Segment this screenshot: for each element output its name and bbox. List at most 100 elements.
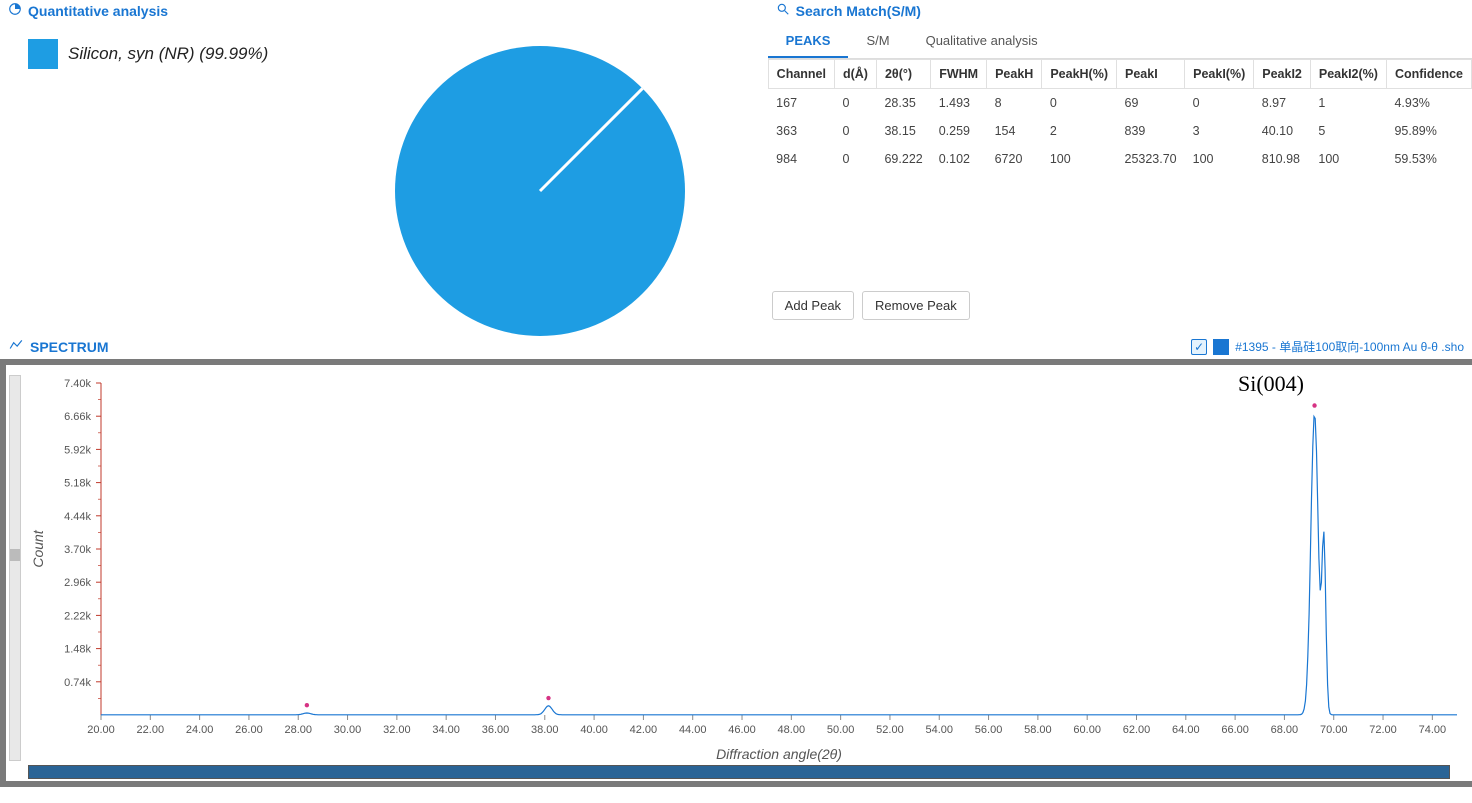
- table-header[interactable]: Channel: [768, 60, 834, 89]
- pie-legend-item[interactable]: Silicon, syn (NR) (99.99%): [28, 39, 268, 69]
- peaks-table: Channeld(Å)2θ(°)FWHMPeakHPeakH(%)PeakIPe…: [768, 59, 1472, 173]
- table-cell: 100: [1185, 145, 1254, 173]
- table-cell: 8.97: [1254, 89, 1311, 118]
- table-cell: 1: [1310, 89, 1386, 118]
- table-header[interactable]: d(Å): [834, 60, 876, 89]
- table-header[interactable]: PeakH: [987, 60, 1042, 89]
- table-cell: 0: [1185, 89, 1254, 118]
- table-header[interactable]: 2θ(°): [876, 60, 930, 89]
- table-header[interactable]: PeakI2(%): [1310, 60, 1386, 89]
- svg-text:28.00: 28.00: [284, 724, 312, 736]
- search-match-panel: Search Match(S/M) PEAKS S/M Qualitative …: [768, 0, 1472, 330]
- table-cell: 154: [987, 117, 1042, 145]
- table-cell: 167: [768, 89, 834, 118]
- spectrum-chart[interactable]: 0.74k1.48k2.22k2.96k3.70k4.44k5.18k5.92k…: [6, 365, 1472, 765]
- svg-text:4.44k: 4.44k: [64, 511, 91, 523]
- table-cell: 3: [1185, 117, 1254, 145]
- table-cell: 363: [768, 117, 834, 145]
- svg-text:30.00: 30.00: [334, 724, 362, 736]
- svg-text:20.00: 20.00: [87, 724, 115, 736]
- svg-text:44.00: 44.00: [679, 724, 707, 736]
- spectrum-icon: [8, 338, 24, 355]
- svg-text:74.00: 74.00: [1419, 724, 1447, 736]
- svg-text:40.00: 40.00: [580, 724, 608, 736]
- table-row[interactable]: 167028.351.493806908.9714.93%: [768, 89, 1471, 118]
- table-cell: 984: [768, 145, 834, 173]
- series-swatch: [1213, 339, 1229, 355]
- table-cell: 8: [987, 89, 1042, 118]
- table-header[interactable]: PeakI(%): [1185, 60, 1254, 89]
- spectrum-panel: SPECTRUM ✓ #1395 - 单晶硅100取向-100nm Au θ-θ…: [0, 334, 1472, 787]
- svg-text:34.00: 34.00: [432, 724, 460, 736]
- table-row[interactable]: 984069.2220.102672010025323.70100810.981…: [768, 145, 1471, 173]
- peak-annotation: Si(004): [1238, 371, 1304, 397]
- svg-text:50.00: 50.00: [827, 724, 855, 736]
- svg-text:2.96k: 2.96k: [64, 577, 91, 589]
- svg-text:54.00: 54.00: [925, 724, 953, 736]
- peaks-actions: Add Peak Remove Peak: [768, 281, 1472, 330]
- svg-text:48.00: 48.00: [778, 724, 806, 736]
- spectrum-header: SPECTRUM ✓ #1395 - 单晶硅100取向-100nm Au θ-θ…: [0, 334, 1472, 359]
- panel-header-search: Search Match(S/M): [768, 0, 1472, 21]
- table-header[interactable]: PeakI2: [1254, 60, 1311, 89]
- table-cell: 95.89%: [1386, 117, 1471, 145]
- table-cell: 0: [834, 89, 876, 118]
- table-cell: 4.93%: [1386, 89, 1471, 118]
- svg-text:70.00: 70.00: [1320, 724, 1348, 736]
- table-cell: 6720: [987, 145, 1042, 173]
- svg-text:66.00: 66.00: [1221, 724, 1249, 736]
- spectrum-container: 0.74k1.48k2.22k2.96k3.70k4.44k5.18k5.92k…: [0, 359, 1472, 787]
- svg-text:56.00: 56.00: [975, 724, 1003, 736]
- tab-peaks[interactable]: PEAKS: [768, 25, 849, 58]
- table-cell: 839: [1117, 117, 1185, 145]
- table-header[interactable]: FWHM: [931, 60, 987, 89]
- table-cell: 5: [1310, 117, 1386, 145]
- panel-title-spectrum: SPECTRUM: [30, 339, 109, 355]
- table-cell: 69: [1117, 89, 1185, 118]
- table-cell: 25323.70: [1117, 145, 1185, 173]
- pie-icon: [8, 2, 22, 19]
- pie-chart: [390, 41, 690, 341]
- table-cell: 1.493: [931, 89, 987, 118]
- panel-header-quant: Quantitative analysis: [0, 0, 768, 21]
- svg-text:72.00: 72.00: [1369, 724, 1397, 736]
- table-cell: 0.102: [931, 145, 987, 173]
- svg-text:58.00: 58.00: [1024, 724, 1052, 736]
- svg-text:36.00: 36.00: [482, 724, 510, 736]
- svg-text:42.00: 42.00: [630, 724, 658, 736]
- svg-text:68.00: 68.00: [1271, 724, 1299, 736]
- table-header[interactable]: Confidence: [1386, 60, 1471, 89]
- svg-text:6.66k: 6.66k: [64, 411, 91, 423]
- svg-text:52.00: 52.00: [876, 724, 904, 736]
- svg-text:5.92k: 5.92k: [64, 444, 91, 456]
- tab-qualitative[interactable]: Qualitative analysis: [908, 25, 1056, 58]
- svg-text:Count: Count: [30, 529, 46, 567]
- svg-text:46.00: 46.00: [728, 724, 756, 736]
- quantitative-analysis-panel: Quantitative analysis Silicon, syn (NR) …: [0, 0, 768, 330]
- svg-text:64.00: 64.00: [1172, 724, 1200, 736]
- svg-text:3.70k: 3.70k: [64, 544, 91, 556]
- pie-chart-area: Silicon, syn (NR) (99.99%): [0, 21, 768, 330]
- table-cell: 2: [1042, 117, 1117, 145]
- svg-text:60.00: 60.00: [1073, 724, 1101, 736]
- series-checkbox[interactable]: ✓: [1191, 339, 1207, 355]
- spectrum-series-legend[interactable]: ✓ #1395 - 单晶硅100取向-100nm Au θ-θ .sho: [1191, 338, 1464, 355]
- svg-text:26.00: 26.00: [235, 724, 263, 736]
- spectrum-scrollbar-horizontal[interactable]: [28, 765, 1450, 779]
- search-tabs: PEAKS S/M Qualitative analysis: [768, 25, 1472, 59]
- add-peak-button[interactable]: Add Peak: [772, 291, 854, 320]
- table-cell: 0: [834, 117, 876, 145]
- table-cell: 0: [1042, 89, 1117, 118]
- table-header[interactable]: PeakI: [1117, 60, 1185, 89]
- table-header[interactable]: PeakH(%): [1042, 60, 1117, 89]
- tab-sm[interactable]: S/M: [848, 25, 907, 58]
- table-cell: 0.259: [931, 117, 987, 145]
- svg-text:22.00: 22.00: [137, 724, 165, 736]
- svg-text:32.00: 32.00: [383, 724, 411, 736]
- table-cell: 100: [1042, 145, 1117, 173]
- legend-swatch: [28, 39, 58, 69]
- peaks-table-wrap: Channeld(Å)2θ(°)FWHMPeakHPeakH(%)PeakIPe…: [768, 59, 1472, 173]
- table-row[interactable]: 363038.150.2591542839340.10595.89%: [768, 117, 1471, 145]
- svg-text:7.40k: 7.40k: [64, 378, 91, 390]
- remove-peak-button[interactable]: Remove Peak: [862, 291, 970, 320]
